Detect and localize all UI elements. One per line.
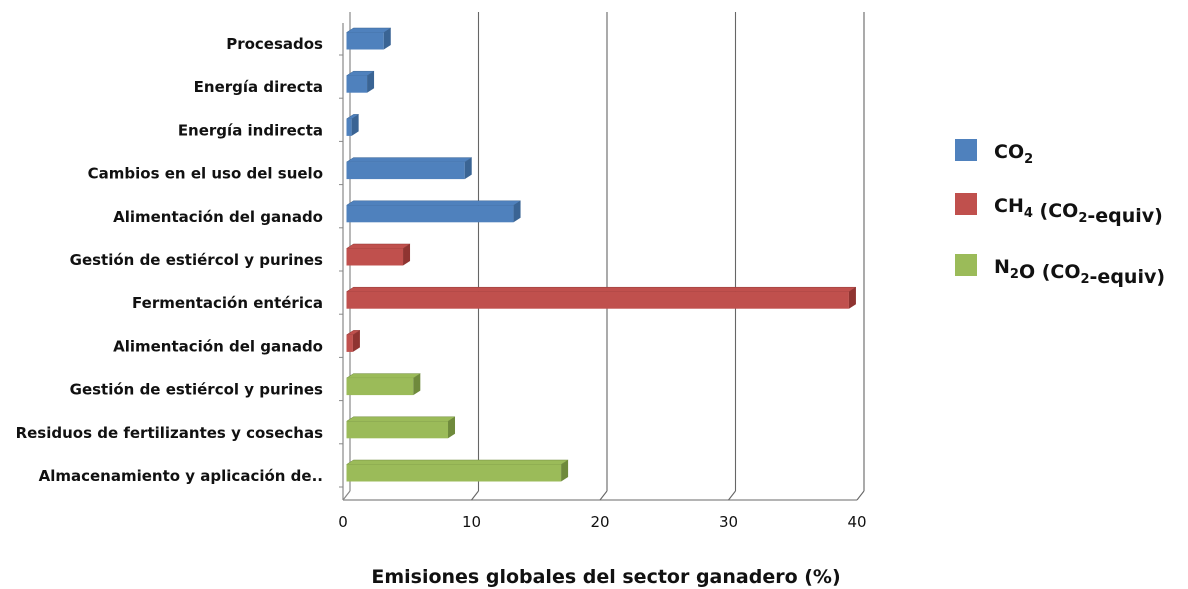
bar-front-face: [346, 334, 353, 352]
bar-top-face: [345, 243, 411, 249]
bar-front-face: [346, 464, 562, 482]
bar-side-face: [351, 114, 359, 136]
bar-side-face: [367, 71, 375, 93]
category-label: Gestión de estiércol y purines: [70, 251, 323, 269]
x-tick-label: 20: [590, 513, 609, 531]
bar: [345, 416, 456, 439]
bar-side-face: [561, 460, 569, 482]
floor-left-edge: [342, 490, 351, 501]
legend-entry: CH4 (CO2-equiv): [994, 195, 1163, 227]
category-label: Energía directa: [194, 78, 323, 96]
category-label: Procesados: [226, 35, 323, 53]
category-labels: Procesados Energía directa Energía indirec…: [16, 35, 324, 485]
category-label: Fermentación entérica: [132, 294, 323, 312]
bar: [345, 114, 360, 136]
gridline-foot: [856, 490, 865, 501]
x-tick-label: 40: [847, 513, 866, 531]
bar-front-face: [346, 75, 368, 93]
category-label: Alimentación del ganado: [113, 337, 323, 355]
category-label: Almacenamiento y aplicación de..: [39, 467, 323, 485]
bar-top-face: [345, 459, 569, 465]
bar-side-face: [383, 28, 391, 50]
category-label: Residuos de fertilizantes y cosechas: [16, 424, 324, 442]
bar-top-face: [345, 157, 473, 163]
bar: [345, 243, 411, 266]
bars: [339, 27, 857, 488]
bar-top-face: [345, 416, 456, 422]
x-tick-label: 10: [462, 513, 481, 531]
legend: CO2 CH4 (CO2-equiv) N2O (CO2-equiv): [955, 139, 1165, 288]
gridlines: [471, 12, 865, 501]
bar-top-face: [345, 200, 522, 206]
legend-entry: N2O (CO2-equiv): [994, 256, 1165, 288]
bar: [345, 157, 473, 180]
bar-side-face: [513, 200, 521, 223]
legend-swatch: [955, 254, 977, 276]
bar: [345, 330, 361, 352]
bar-top-face: [345, 373, 422, 379]
x-tick-labels: 0 10 20 30 40: [338, 513, 866, 531]
x-axis-label: Emisiones globales del sector ganadero (…: [371, 566, 840, 588]
bar-front-face: [346, 291, 849, 309]
category-label: Energía indirecta: [178, 121, 323, 139]
bar-top-face: [345, 27, 392, 33]
bar-side-face: [413, 373, 421, 396]
category-label: Alimentación del ganado: [113, 208, 323, 226]
gridline-foot: [728, 490, 736, 501]
gridline-foot: [471, 490, 479, 501]
x-tick-label: 30: [719, 513, 738, 531]
bar-front-face: [346, 118, 352, 136]
bar-front-face: [346, 378, 414, 396]
bar: [345, 200, 522, 223]
bar-side-face: [403, 244, 411, 266]
bar: [345, 70, 375, 93]
bar-front-face: [346, 421, 449, 439]
bar-side-face: [464, 157, 472, 180]
x-tick-label: 0: [338, 513, 348, 531]
bar-front-face: [346, 162, 465, 180]
gridline-foot: [599, 490, 608, 501]
bar: [345, 459, 569, 482]
legend-swatch: [955, 139, 977, 161]
bar-top-face: [345, 286, 857, 292]
legend-entry: CO2: [994, 141, 1033, 167]
bar: [345, 373, 422, 396]
category-label: Gestión de estiércol y purines: [70, 381, 323, 399]
bar-front-face: [346, 32, 384, 50]
bar-front-face: [346, 248, 404, 266]
bar: [345, 286, 857, 309]
bar-side-face: [352, 330, 360, 352]
bar-side-face: [848, 287, 856, 309]
bar: [345, 27, 392, 50]
bar-front-face: [346, 205, 514, 223]
bar-side-face: [448, 416, 456, 439]
legend-swatch: [955, 193, 977, 215]
category-label: Cambios en el uso del suelo: [88, 165, 323, 183]
